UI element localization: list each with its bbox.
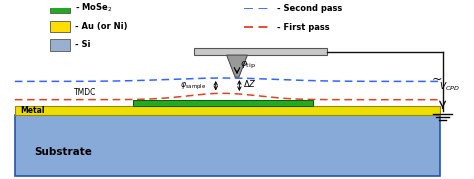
Bar	[15, 106, 440, 115]
Text: $\varphi_{\rm tip}$: $\varphi_{\rm tip}$	[240, 60, 256, 71]
Text: TMDC: TMDC	[74, 88, 96, 97]
Text: $\varphi_{\rm sample}$: $\varphi_{\rm sample}$	[180, 81, 207, 92]
Text: - Au (or Ni): - Au (or Ni)	[75, 22, 128, 31]
Text: Substrate: Substrate	[34, 147, 91, 157]
Text: $\Delta Z$: $\Delta Z$	[243, 78, 256, 89]
Bar	[194, 48, 327, 55]
Text: - MoSe$_2$: - MoSe$_2$	[75, 1, 112, 14]
Text: - First pass: - First pass	[277, 23, 330, 32]
Text: ~: ~	[432, 73, 442, 86]
Bar	[50, 39, 70, 51]
Bar	[50, 21, 70, 32]
Bar	[133, 100, 313, 106]
Text: - Si: - Si	[75, 40, 91, 49]
Bar	[50, 2, 70, 13]
Bar	[15, 115, 440, 176]
Polygon shape	[227, 55, 247, 77]
Text: - Second pass: - Second pass	[277, 4, 342, 13]
Text: $V_{CPD}$: $V_{CPD}$	[439, 80, 460, 93]
Text: Metal: Metal	[20, 106, 45, 115]
